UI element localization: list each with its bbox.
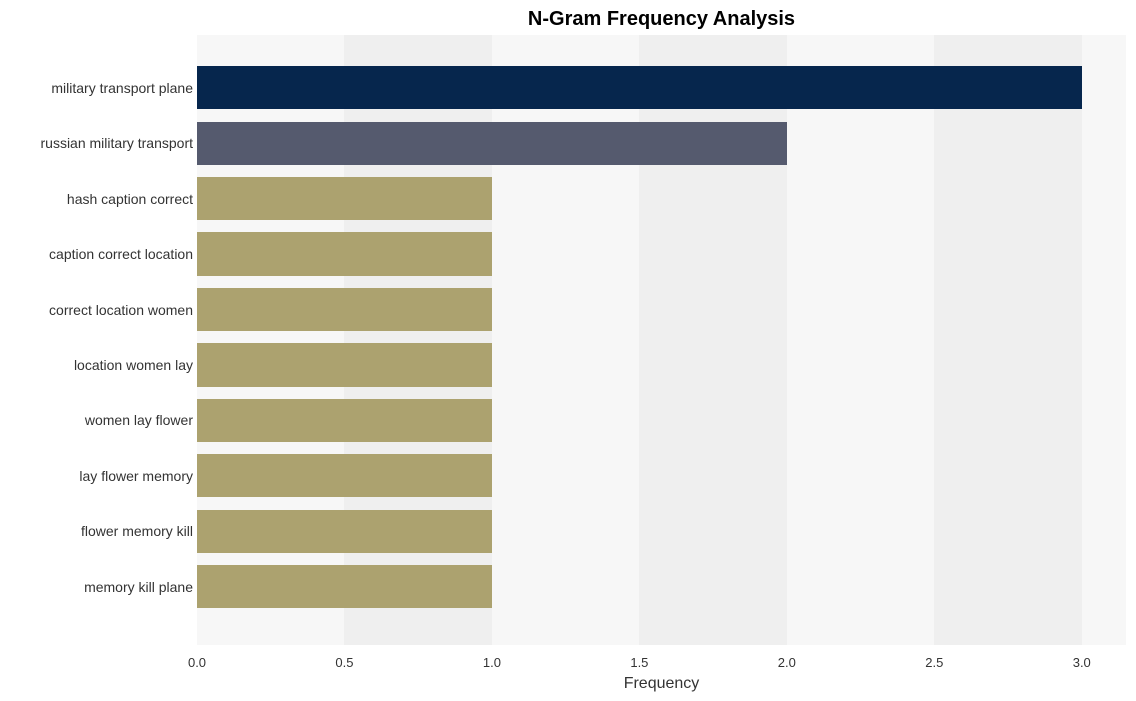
bar: [197, 288, 492, 331]
bar: [197, 122, 787, 165]
y-tick-label: women lay flower: [3, 412, 193, 428]
y-tick-label: flower memory kill: [3, 523, 193, 539]
y-tick-label: lay flower memory: [3, 468, 193, 484]
bar: [197, 565, 492, 608]
bar: [197, 177, 492, 220]
x-tick-label: 3.0: [1073, 655, 1091, 670]
x-axis-title: Frequency: [197, 675, 1126, 693]
bar: [197, 66, 1082, 109]
x-tick-label: 1.0: [483, 655, 501, 670]
y-tick-label: russian military transport: [3, 135, 193, 151]
bar: [197, 510, 492, 553]
bar: [197, 454, 492, 497]
x-tick-label: 2.5: [925, 655, 943, 670]
x-tick-label: 2.0: [778, 655, 796, 670]
chart-title: N-Gram Frequency Analysis: [197, 8, 1126, 31]
y-tick-label: correct location women: [3, 302, 193, 318]
bar: [197, 399, 492, 442]
bar: [197, 232, 492, 275]
y-tick-label: military transport plane: [3, 80, 193, 96]
bars-layer: [197, 35, 1126, 645]
x-tick-label: 1.5: [630, 655, 648, 670]
y-tick-label: caption correct location: [3, 246, 193, 262]
plot-area: [197, 35, 1126, 645]
y-tick-label: location women lay: [3, 357, 193, 373]
y-tick-label: hash caption correct: [3, 191, 193, 207]
bar: [197, 343, 492, 386]
x-tick-label: 0.5: [335, 655, 353, 670]
y-tick-label: memory kill plane: [3, 579, 193, 595]
x-tick-label: 0.0: [188, 655, 206, 670]
